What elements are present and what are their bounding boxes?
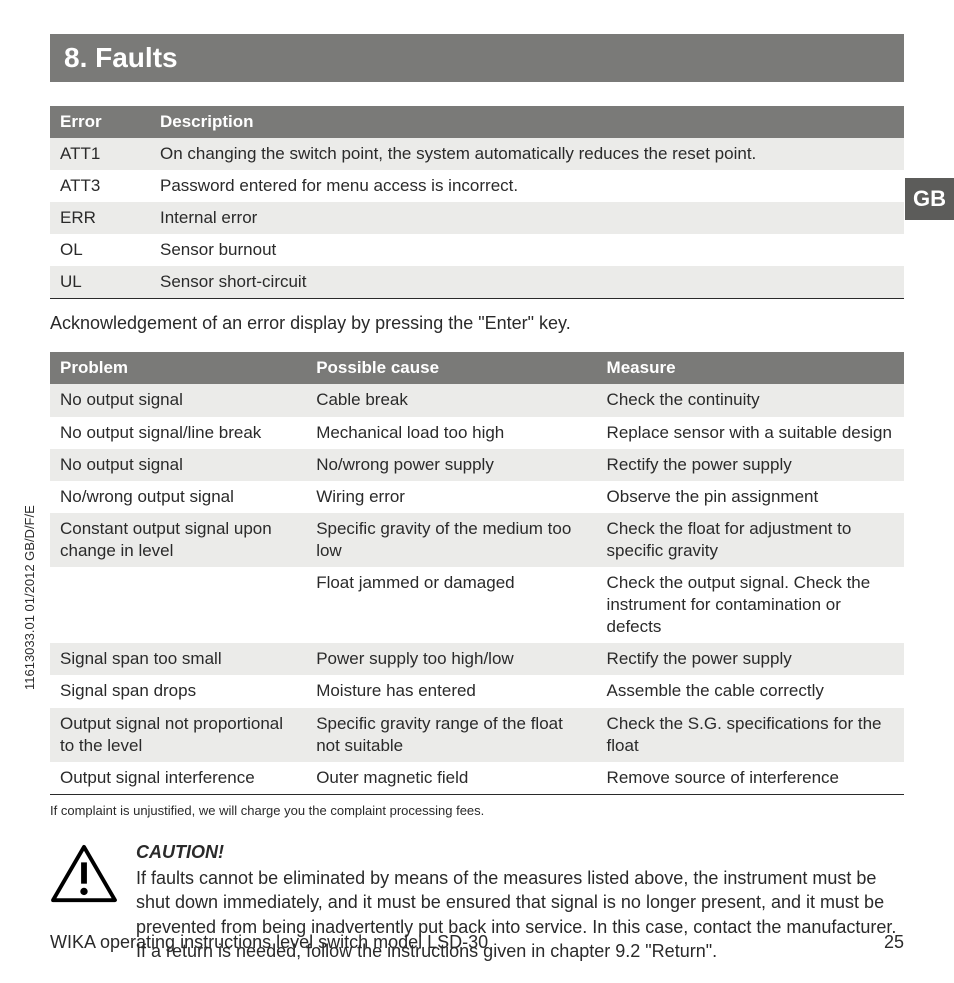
table-cell: Output signal not proportional to the le… — [50, 708, 306, 762]
table-row: Output signal not proportional to the le… — [50, 708, 904, 762]
caution-heading: CAUTION! — [136, 840, 904, 864]
table-cell: Sensor burnout — [150, 234, 904, 266]
table-cell: Check the float for adjustment to specif… — [597, 513, 904, 567]
measure-header: Measure — [597, 352, 904, 384]
table-row: No output signalNo/wrong power supplyRec… — [50, 449, 904, 481]
table-row: Constant output signal upon change in le… — [50, 513, 904, 567]
table-row: Signal span dropsMoisture has enteredAss… — [50, 675, 904, 707]
table-row: ATT3Password entered for menu access is … — [50, 170, 904, 202]
table-cell: Signal span drops — [50, 675, 306, 707]
page-number: 25 — [884, 932, 904, 953]
table-cell: Internal error — [150, 202, 904, 234]
table-cell: Assemble the cable correctly — [597, 675, 904, 707]
table-cell: OL — [50, 234, 150, 266]
page-footer: WIKA operating instructions level switch… — [50, 932, 904, 953]
table-cell: No output signal — [50, 449, 306, 481]
table-cell: ATT3 — [50, 170, 150, 202]
table-cell: Signal span too small — [50, 643, 306, 675]
table-cell: Rectify the power supply — [597, 643, 904, 675]
footer-title: WIKA operating instructions level switch… — [50, 932, 488, 953]
table-cell: Wiring error — [306, 481, 596, 513]
warning-triangle-icon — [50, 840, 118, 909]
language-tab: GB — [905, 178, 954, 220]
table-cell: Replace sensor with a suitable design — [597, 417, 904, 449]
table-cell: Constant output signal upon change in le… — [50, 513, 306, 567]
table-cell: ATT1 — [50, 138, 150, 170]
acknowledgement-text: Acknowledgement of an error display by p… — [50, 313, 904, 334]
table-row: No/wrong output signalWiring errorObserv… — [50, 481, 904, 513]
footnote-text: If complaint is unjustified, we will cha… — [50, 803, 904, 818]
table-cell: Remove source of interference — [597, 762, 904, 795]
table-cell: Mechanical load too high — [306, 417, 596, 449]
table-cell: Password entered for menu access is inco… — [150, 170, 904, 202]
error-header-code: Error — [50, 106, 150, 138]
table-row: ERRInternal error — [50, 202, 904, 234]
table-cell: Moisture has entered — [306, 675, 596, 707]
table-cell: Specific gravity of the medium too low — [306, 513, 596, 567]
table-row: ATT1On changing the switch point, the sy… — [50, 138, 904, 170]
cause-header: Possible cause — [306, 352, 596, 384]
table-cell: Sensor short-circuit — [150, 266, 904, 299]
section-title: 8. Faults — [50, 34, 904, 82]
table-cell: Check the output signal. Check the instr… — [597, 567, 904, 643]
table-cell: No/wrong output signal — [50, 481, 306, 513]
table-row: ULSensor short-circuit — [50, 266, 904, 299]
table-row: Output signal interferenceOuter magnetic… — [50, 762, 904, 795]
table-cell: Float jammed or damaged — [306, 567, 596, 643]
table-row: OLSensor burnout — [50, 234, 904, 266]
table-cell: Cable break — [306, 384, 596, 416]
error-table: Error Description ATT1On changing the sw… — [50, 106, 904, 299]
table-row: Float jammed or damagedCheck the output … — [50, 567, 904, 643]
problem-table: Problem Possible cause Measure No output… — [50, 352, 904, 794]
table-cell: Rectify the power supply — [597, 449, 904, 481]
table-cell: Check the continuity — [597, 384, 904, 416]
table-cell: No output signal/line break — [50, 417, 306, 449]
table-cell: No/wrong power supply — [306, 449, 596, 481]
document-page: 8. Faults GB Error Description ATT1On ch… — [0, 0, 954, 983]
table-cell: UL — [50, 266, 150, 299]
table-cell — [50, 567, 306, 643]
error-header-desc: Description — [150, 106, 904, 138]
table-cell: Power supply too high/low — [306, 643, 596, 675]
table-row: No output signalCable breakCheck the con… — [50, 384, 904, 416]
table-cell: On changing the switch point, the system… — [150, 138, 904, 170]
table-cell: Observe the pin assignment — [597, 481, 904, 513]
table-cell: ERR — [50, 202, 150, 234]
table-cell: Output signal interference — [50, 762, 306, 795]
table-cell: Check the S.G. specifications for the fl… — [597, 708, 904, 762]
table-row: Signal span too smallPower supply too hi… — [50, 643, 904, 675]
table-row: No output signal/line breakMechanical lo… — [50, 417, 904, 449]
problem-header: Problem — [50, 352, 306, 384]
document-reference-side: 11613033.01 01/2012 GB/D/F/E — [22, 505, 37, 690]
table-cell: No output signal — [50, 384, 306, 416]
table-cell: Outer magnetic field — [306, 762, 596, 795]
table-cell: Specific gravity range of the float not … — [306, 708, 596, 762]
